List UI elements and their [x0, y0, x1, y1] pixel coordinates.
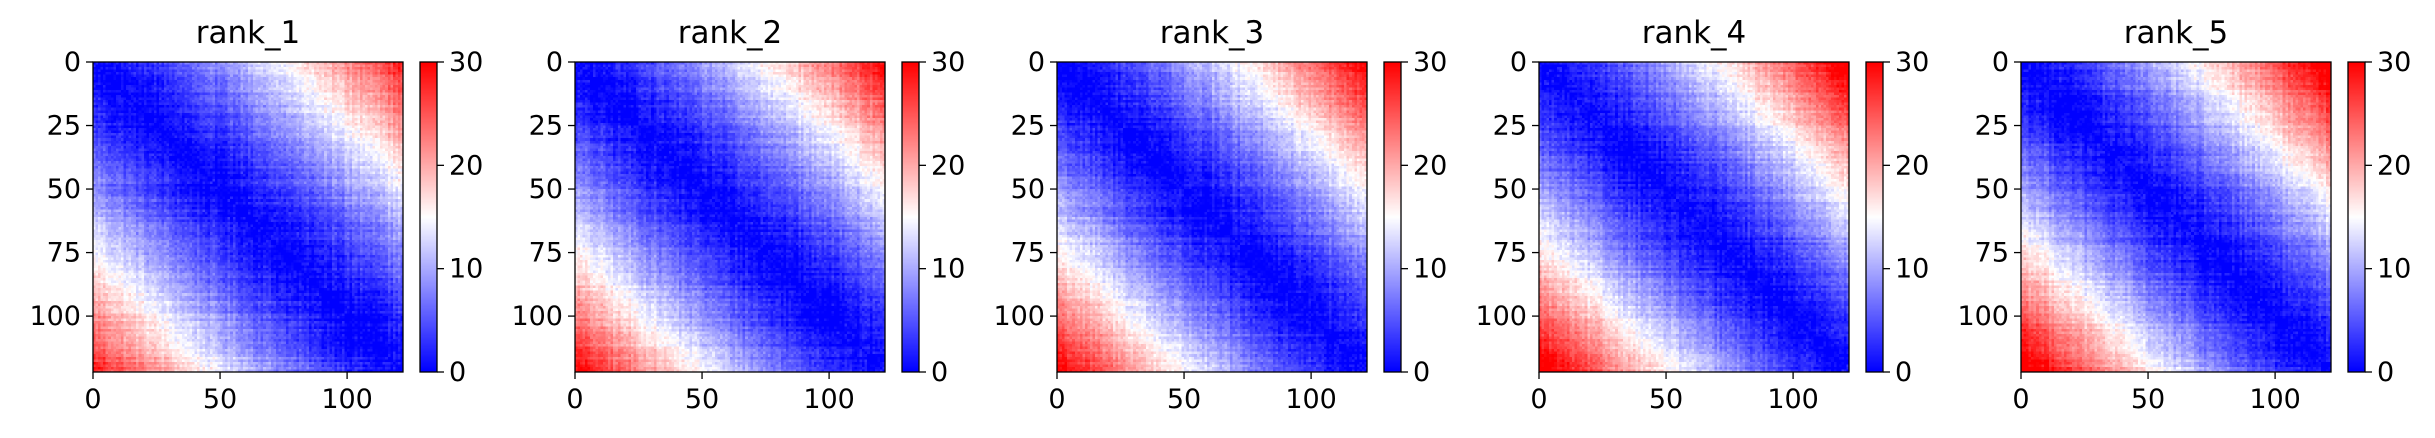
heatmap-panel-rank-1: rank_1 0 25 50 75 100 0 50 100 0 10 20 30: [0, 0, 483, 438]
colorbar-tick-label: 0: [931, 357, 948, 388]
colorbar-tick-label: 0: [1413, 357, 1430, 388]
colorbar: [420, 62, 437, 372]
colorbar: [1384, 62, 1401, 372]
colorbar-tick-label: 20: [2377, 150, 2411, 181]
heatmap-panel-rank-5: rank_5 0 25 50 75 100 0 50 100 0 10 20 30: [1928, 0, 2411, 438]
distance-heatmap: [575, 62, 885, 372]
x-tick-label: 100: [1285, 384, 1337, 415]
colorbar-tick-label: 0: [449, 357, 466, 388]
colorbar-tick-label: 20: [931, 150, 965, 181]
colorbar-tick-label: 30: [931, 47, 965, 78]
y-tick-label: 0: [1992, 47, 2009, 78]
axes: 0 25 50 75 100 0 50 100 0 10 20 30: [511, 47, 965, 415]
colorbar-frame: [419, 61, 438, 373]
colorbar-frame: [1383, 61, 1402, 373]
y-tick-label: 100: [511, 301, 563, 332]
y-tick-label: 50: [47, 174, 81, 205]
y-tick-label: 100: [1475, 301, 1527, 332]
x-tick-label: 100: [321, 384, 373, 415]
y-tick-label: 0: [1028, 47, 1045, 78]
x-tick-label: 50: [685, 384, 719, 415]
y-tick-label: 50: [1975, 174, 2009, 205]
y-tick-label: 50: [1493, 174, 1527, 205]
colorbar-tick-label: 10: [931, 254, 965, 285]
y-tick-label: 25: [529, 111, 563, 142]
colorbar-frame: [1865, 61, 1884, 373]
heatmap-frame: [92, 61, 404, 373]
panel-title: rank_4: [1641, 15, 1747, 51]
colorbar-tick-label: 0: [1895, 357, 1912, 388]
heatmap-frame: [2020, 61, 2332, 373]
colorbar-frame: [2347, 61, 2366, 373]
distance-heatmap: [93, 62, 403, 372]
x-tick-label: 0: [1048, 384, 1065, 415]
y-tick-label: 25: [47, 111, 81, 142]
colorbar: [2348, 62, 2365, 372]
y-tick-label: 50: [529, 174, 563, 205]
y-tick-label: 75: [1975, 238, 2009, 269]
colorbar-tick-label: 30: [449, 47, 483, 78]
x-tick-label: 100: [803, 384, 855, 415]
y-tick-label: 75: [529, 238, 563, 269]
distance-heatmap: [1057, 62, 1367, 372]
x-tick-label: 0: [566, 384, 583, 415]
y-tick-label: 25: [1011, 111, 1045, 142]
axes: 0 25 50 75 100 0 50 100 0 10 20 30: [993, 47, 1447, 415]
x-tick-label: 50: [2131, 384, 2165, 415]
colorbar: [902, 62, 919, 372]
colorbar-tick-label: 30: [2377, 47, 2411, 78]
y-tick-label: 75: [1493, 238, 1527, 269]
panel-title: rank_2: [677, 15, 783, 51]
colorbar-tick-label: 10: [1413, 254, 1447, 285]
y-tick-label: 75: [1011, 238, 1045, 269]
axes: 0 25 50 75 100 0 50 100 0 10 20 30: [29, 47, 483, 415]
y-tick-label: 100: [993, 301, 1045, 332]
y-tick-label: 100: [1957, 301, 2009, 332]
colorbar-tick-label: 20: [1895, 150, 1929, 181]
x-tick-label: 100: [2249, 384, 2301, 415]
y-tick-label: 50: [1011, 174, 1045, 205]
x-tick-label: 0: [1530, 384, 1547, 415]
colorbar-tick-label: 20: [449, 150, 483, 181]
heatmap-frame: [1056, 61, 1368, 373]
y-tick-label: 100: [29, 301, 81, 332]
x-tick-label: 50: [203, 384, 237, 415]
x-tick-label: 0: [2012, 384, 2029, 415]
heatmap-frame: [574, 61, 886, 373]
y-tick-label: 0: [64, 47, 81, 78]
colorbar-tick-label: 0: [2377, 357, 2394, 388]
y-tick-label: 0: [546, 47, 563, 78]
y-tick-label: 0: [1510, 47, 1527, 78]
y-tick-label: 25: [1493, 111, 1527, 142]
colorbar: [1866, 62, 1883, 372]
x-tick-label: 50: [1649, 384, 1683, 415]
colorbar-frame: [901, 61, 920, 373]
panel-title: rank_3: [1159, 15, 1265, 51]
colorbar-tick-label: 30: [1413, 47, 1447, 78]
heatmap-frame: [1538, 61, 1850, 373]
colorbar-tick-label: 30: [1895, 47, 1929, 78]
x-tick-label: 100: [1767, 384, 1819, 415]
colorbar-tick-label: 10: [2377, 254, 2411, 285]
colorbar-tick-label: 20: [1413, 150, 1447, 181]
x-tick-label: 50: [1167, 384, 1201, 415]
distance-heatmap: [2021, 62, 2331, 372]
x-tick-label: 0: [84, 384, 101, 415]
distance-heatmap: [1539, 62, 1849, 372]
y-tick-label: 75: [47, 238, 81, 269]
axes: 0 25 50 75 100 0 50 100 0 10 20 30: [1957, 47, 2411, 415]
colorbar-tick-label: 10: [1895, 254, 1929, 285]
axes: 0 25 50 75 100 0 50 100 0 10 20 30: [1475, 47, 1929, 415]
heatmap-panel-rank-3: rank_3 0 25 50 75 100 0 50 100 0 10 20 30: [964, 0, 1447, 438]
panel-title: rank_1: [195, 15, 301, 51]
y-tick-label: 25: [1975, 111, 2009, 142]
panel-title: rank_5: [2123, 15, 2229, 51]
colorbar-tick-label: 10: [449, 254, 483, 285]
heatmap-panel-rank-2: rank_2 0 25 50 75 100 0 50 100 0 10 20 30: [482, 0, 965, 438]
heatmap-panel-rank-4: rank_4 0 25 50 75 100 0 50 100 0 10 20 30: [1446, 0, 1929, 438]
